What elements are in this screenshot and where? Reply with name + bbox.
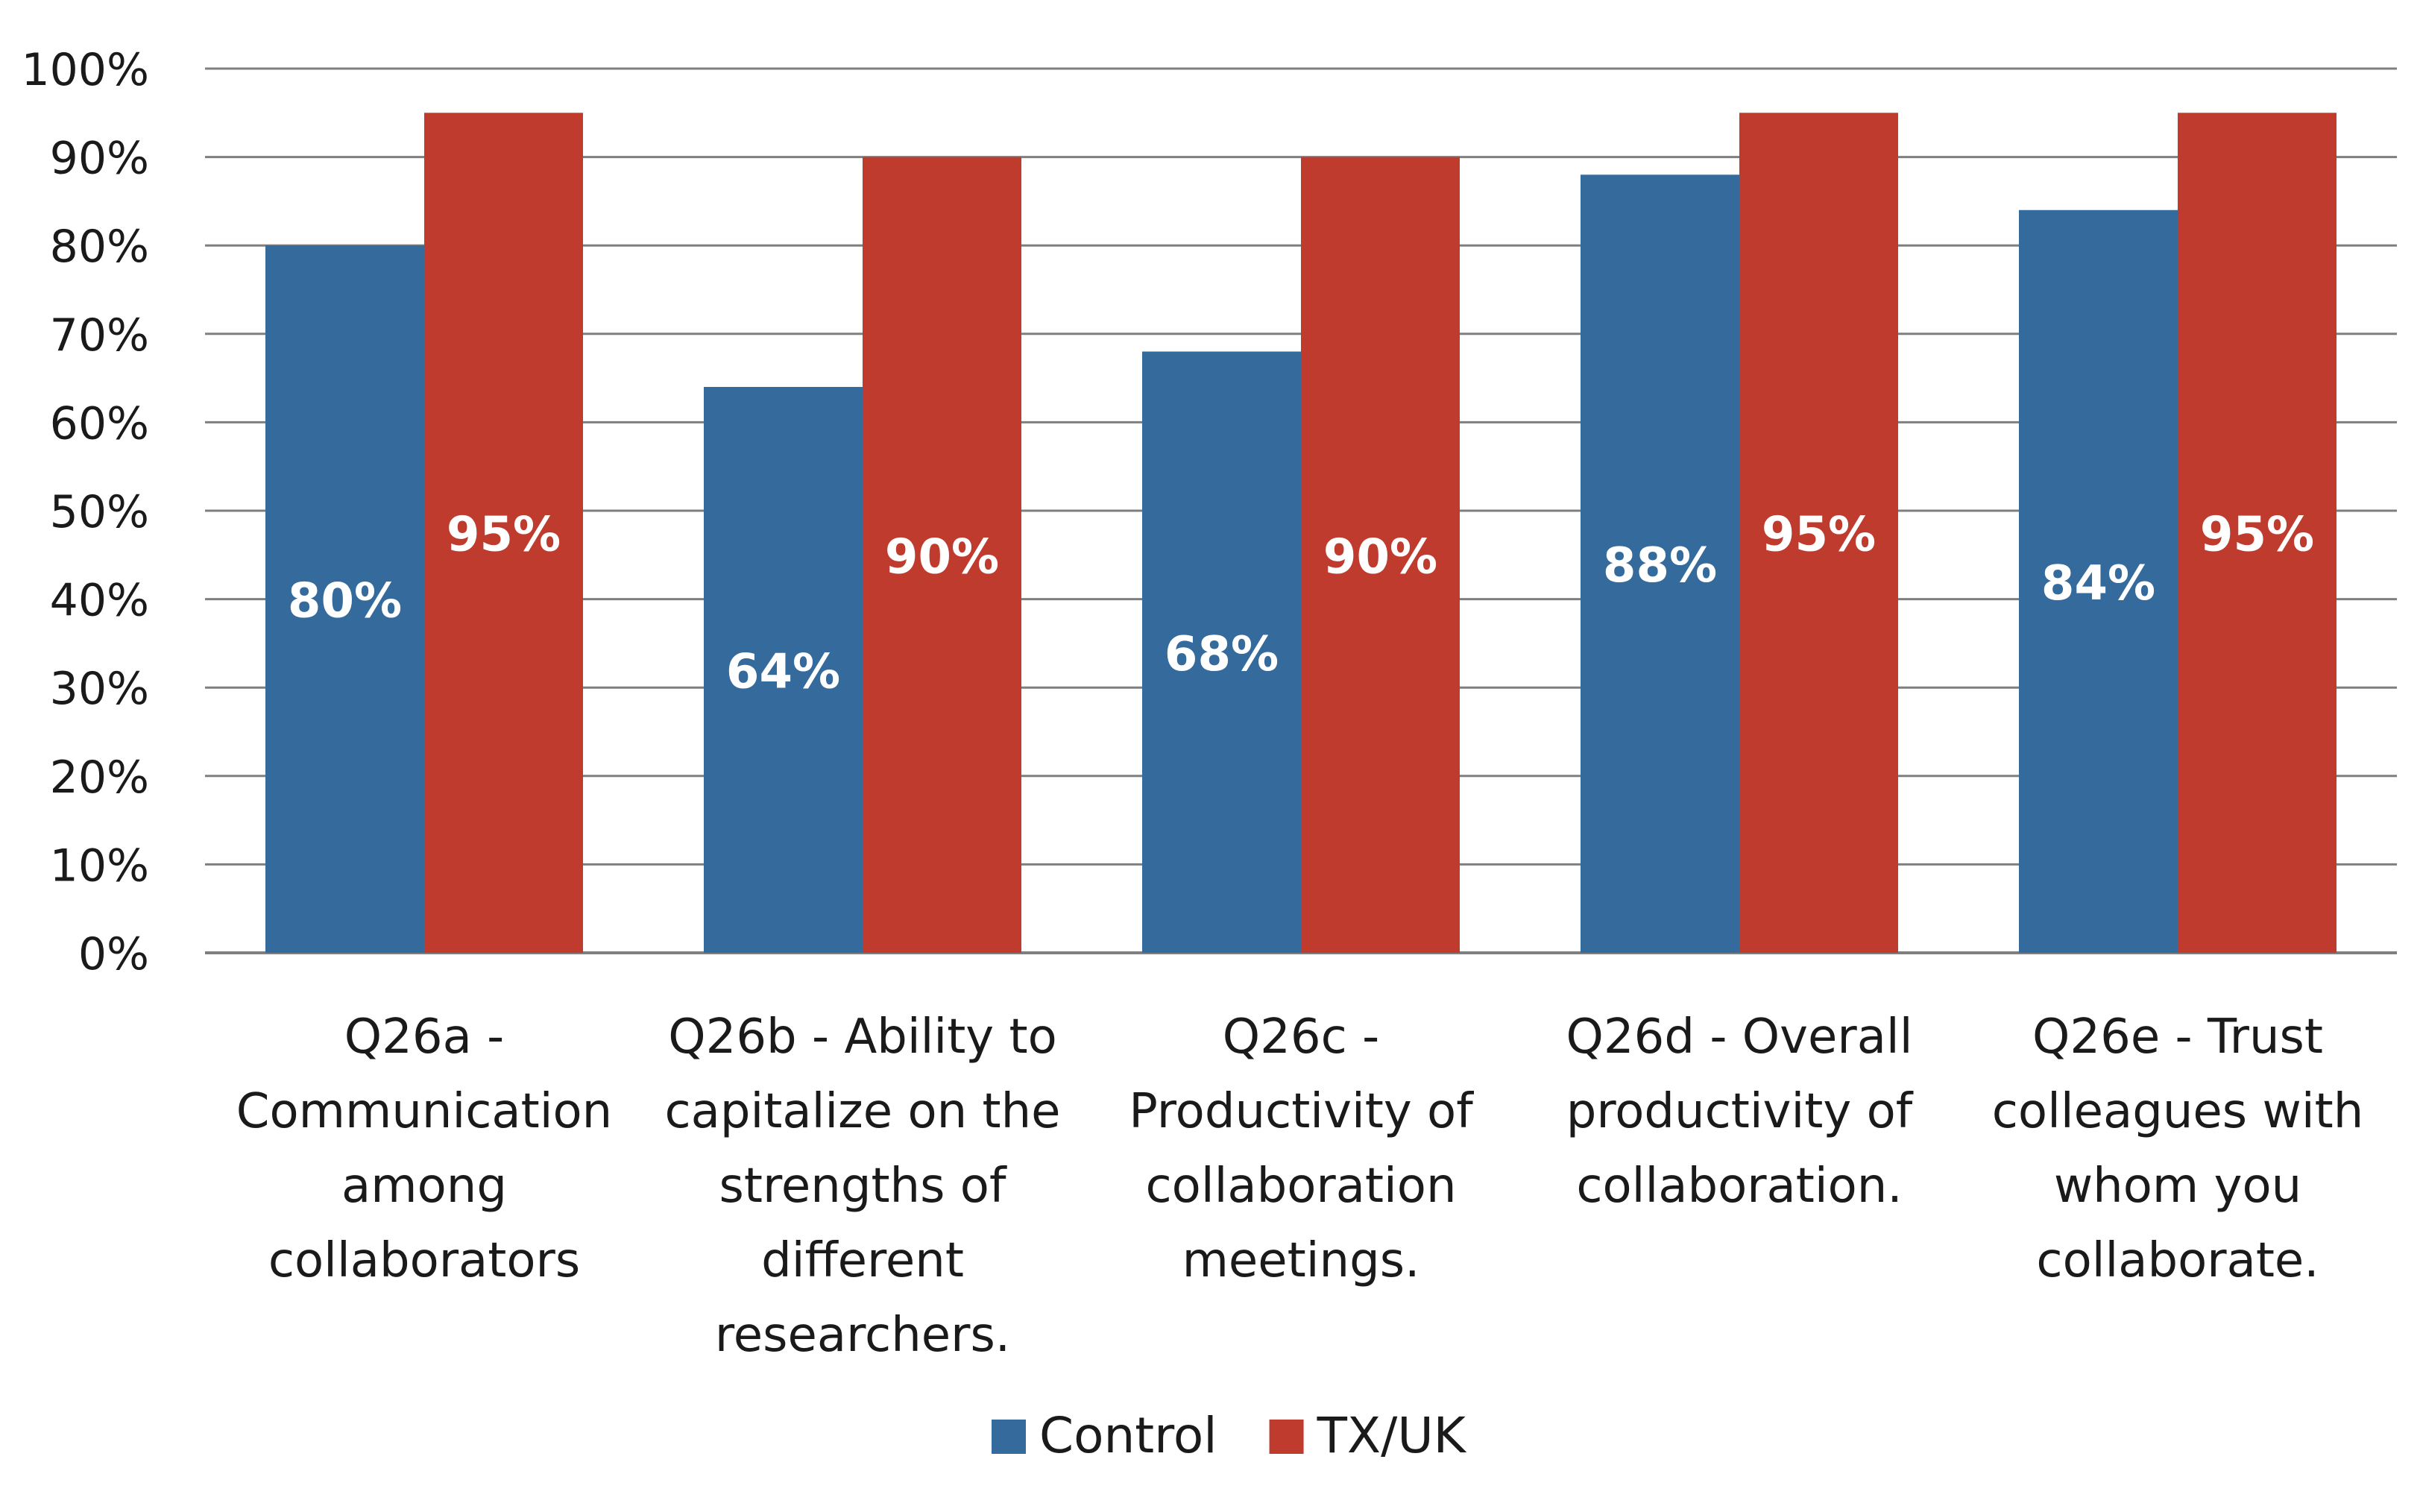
x-category-label-line: Productivity of (1129, 1084, 1474, 1139)
bar-control (2019, 210, 2178, 953)
data-labels: 80% 95% 64% 90% 68% 90% 88% 95% 84% 95% (288, 508, 2314, 700)
x-category-label-line: Communication (236, 1084, 612, 1139)
x-category-label-line: Q26a - (344, 1009, 504, 1065)
x-category-label-line: researchers. (715, 1308, 1010, 1363)
x-category-label-line: whom you (2054, 1159, 2301, 1214)
x-category-label: Q26b - Ability to capitalize on the streng… (664, 1009, 1060, 1363)
x-category-label-line: collaboration. (1576, 1159, 1902, 1214)
data-label: 80% (288, 574, 402, 629)
data-label: 68% (1165, 627, 1279, 682)
x-category-label-line: collaboration (1145, 1159, 1456, 1214)
data-label: 88% (1603, 538, 1717, 593)
legend-swatch (1269, 1420, 1304, 1454)
y-tick-label: 50% (50, 486, 149, 538)
y-tick-label: 60% (50, 397, 149, 450)
y-tick-label: 90% (50, 133, 149, 185)
y-tick-label: 20% (50, 752, 149, 804)
x-category-label-line: collaborators (268, 1233, 580, 1288)
bar-control (265, 245, 424, 953)
bar-tx-uk (1739, 113, 1898, 953)
y-tick-label: 30% (50, 663, 149, 715)
bar-control (704, 386, 863, 953)
x-category-label-line: capitalize on the (664, 1084, 1060, 1139)
bar-tx-uk (2178, 113, 2337, 953)
data-label: 95% (1762, 508, 1876, 563)
x-category-label-line: among (341, 1159, 507, 1214)
x-axis-categories: Q26a -Communication among collaboratorsQ26… (236, 1009, 2363, 1363)
x-category-label-line: Q26d - Overall (1566, 1009, 1913, 1065)
y-tick-label: 100% (21, 44, 149, 96)
data-label: 64% (726, 644, 840, 699)
x-category-label-line: different (761, 1233, 964, 1288)
legend: Control TX/UK (992, 1407, 1467, 1464)
bar-tx-uk (424, 113, 583, 953)
bar-control (1581, 174, 1739, 953)
x-category-label: Q26d - Overall productivity of collaborati… (1566, 1009, 1914, 1214)
legend-label: Control (1039, 1407, 1217, 1464)
legend-swatch (992, 1420, 1026, 1454)
x-category-label: Q26e - Trust colleagues with whom you colla… (1992, 1009, 2364, 1288)
x-category-label: Q26a - Communication among collaborators (236, 1009, 612, 1288)
y-axis-ticks: 0% 10% 20% 30% 40% 50% 60% 70% 80% 90% 100% (21, 44, 149, 980)
bars (265, 113, 2337, 954)
x-category-label-line: meetings. (1182, 1233, 1420, 1288)
x-category-label-line: colleagues with (1992, 1084, 2364, 1139)
bar-tx-uk (863, 157, 1021, 954)
data-label: 95% (2200, 508, 2314, 563)
legend-label: TX/UK (1317, 1407, 1467, 1464)
y-tick-label: 80% (50, 221, 149, 273)
data-label: 90% (1323, 529, 1437, 585)
bar-tx-uk (1301, 157, 1460, 954)
x-category-label-line: Q26c - (1223, 1009, 1379, 1065)
x-category-label-line: productivity of (1566, 1084, 1914, 1139)
y-tick-label: 0% (78, 928, 149, 980)
x-category-label-line: Q26b - Ability to (668, 1009, 1057, 1065)
y-tick-label: 70% (50, 309, 149, 362)
x-category-label-line: Q26e - Trust (2032, 1009, 2323, 1065)
data-label: 90% (885, 529, 999, 585)
data-label: 84% (2041, 556, 2155, 611)
data-label: 95% (447, 508, 561, 563)
x-category-label: Q26c - Productivity of collaboration meetin… (1129, 1009, 1474, 1288)
bar-control (1142, 351, 1301, 953)
x-category-label-line: strengths of (719, 1159, 1007, 1214)
y-tick-label: 40% (50, 575, 149, 627)
x-category-label-line: collaborate. (2036, 1233, 2319, 1288)
y-tick-label: 10% (50, 840, 149, 892)
